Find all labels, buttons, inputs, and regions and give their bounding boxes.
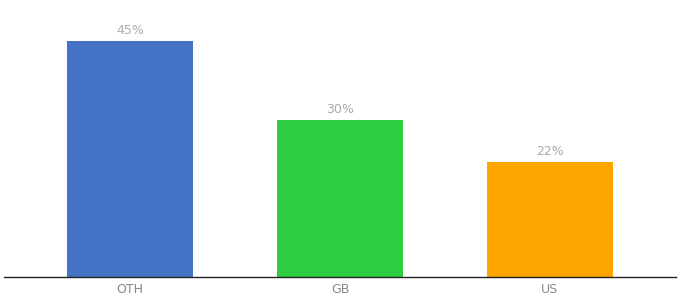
- Text: 45%: 45%: [116, 24, 144, 37]
- Bar: [67, 41, 193, 277]
- Text: 22%: 22%: [536, 145, 564, 158]
- Bar: [487, 162, 613, 277]
- Text: 30%: 30%: [326, 103, 354, 116]
- Bar: [277, 120, 403, 277]
